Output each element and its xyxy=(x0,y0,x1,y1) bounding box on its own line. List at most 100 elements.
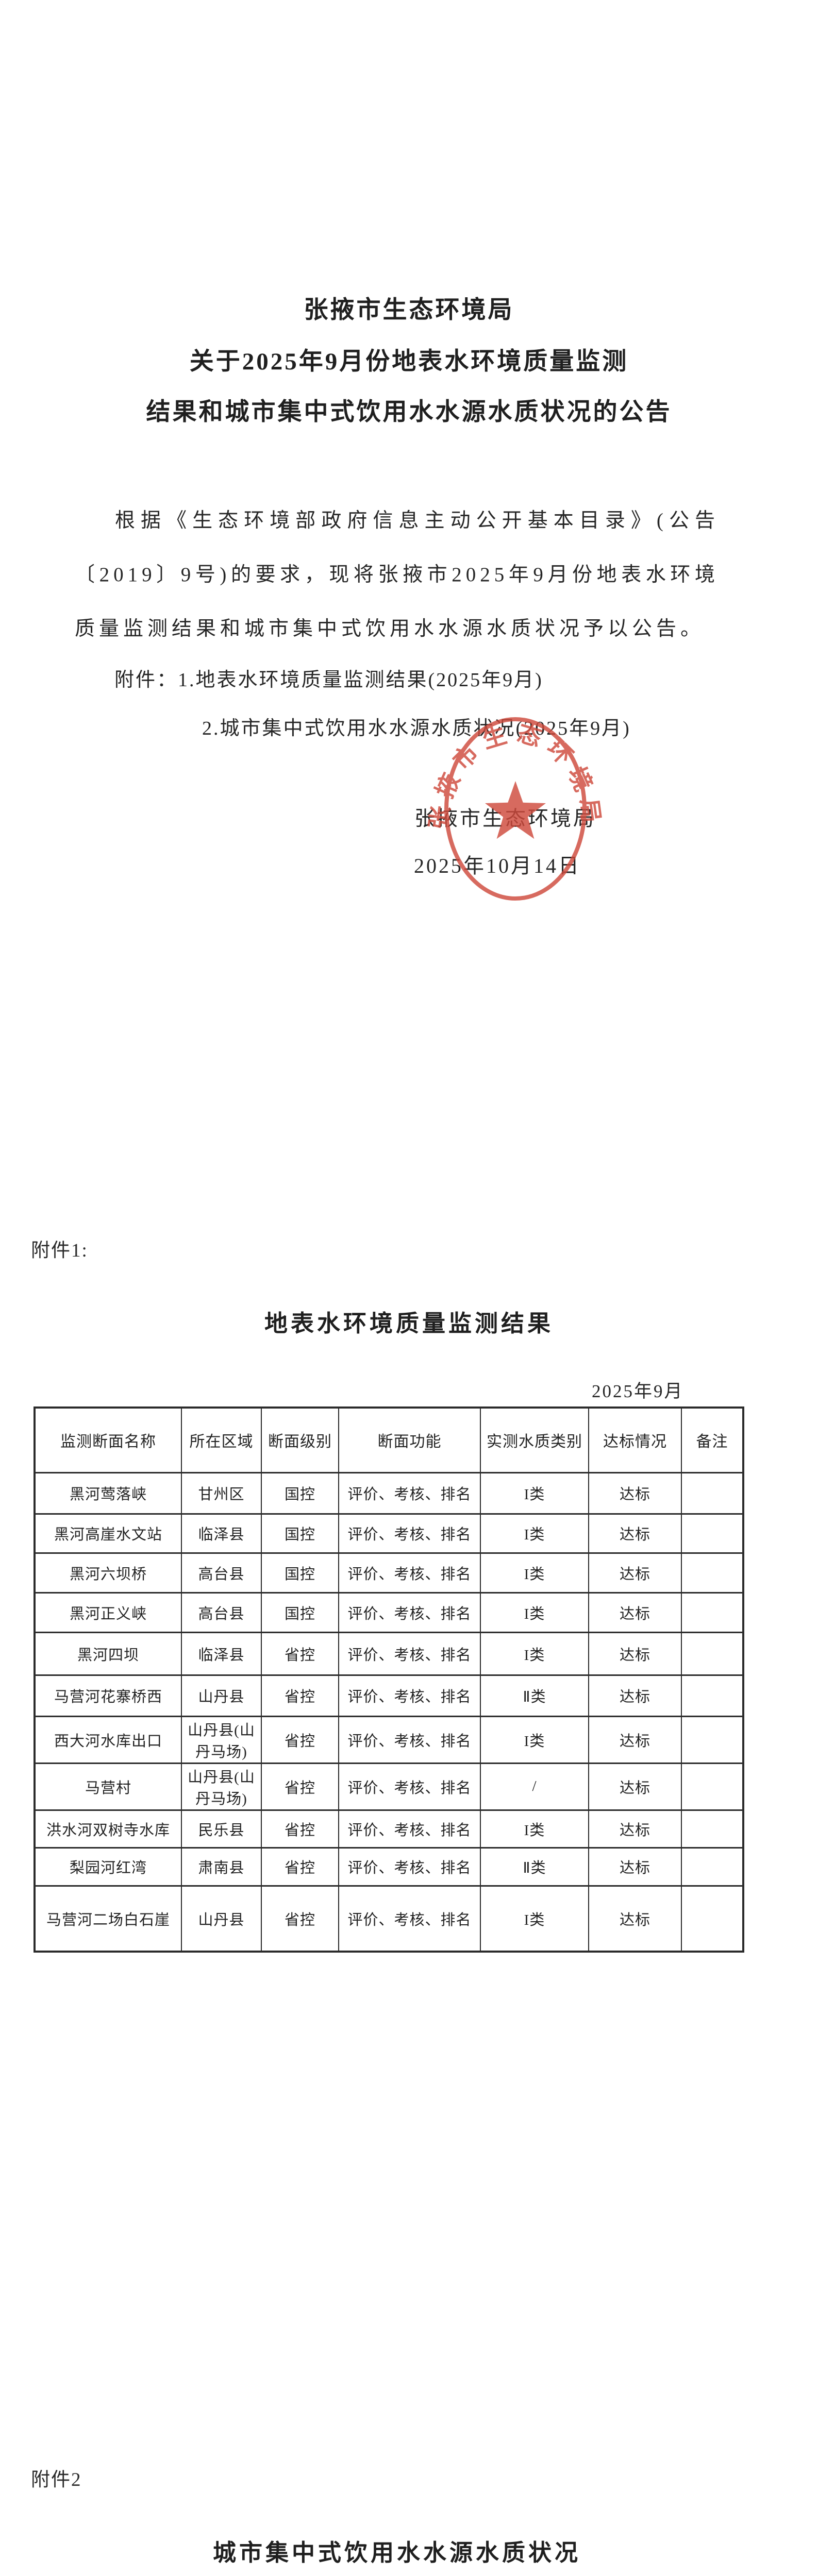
table-cell: 达标 xyxy=(588,1885,681,1952)
table-cell: 达标 xyxy=(588,1631,681,1675)
table-cell: 省控 xyxy=(261,1674,339,1716)
table-cell xyxy=(681,1809,743,1848)
table-cell: 省控 xyxy=(261,1762,339,1810)
table-cell xyxy=(681,1591,743,1632)
table-cell: 国控 xyxy=(261,1513,339,1553)
table-header-cell: 实测水质类别 xyxy=(480,1406,589,1472)
table-row: 黑河莺落峡 甘州区 国控 评价、考核、排名 I类 达标 xyxy=(34,1471,743,1514)
table-cell xyxy=(681,1885,743,1952)
table-cell: 民乐县 xyxy=(181,1809,261,1848)
table-cell xyxy=(681,1513,743,1553)
table-cell: 达标 xyxy=(588,1513,681,1553)
table-header-cell: 备注 xyxy=(681,1406,743,1472)
table-cell: 评价、考核、排名 xyxy=(338,1471,480,1514)
attachment1-label: 附件1: xyxy=(31,1240,88,1261)
table-cell: 达标 xyxy=(588,1591,681,1632)
table-cell: Ⅱ类 xyxy=(480,1846,589,1886)
seal-star xyxy=(485,781,546,839)
table-cell: I类 xyxy=(480,1471,589,1514)
table-cell: 省控 xyxy=(261,1715,339,1763)
table-cell: 评价、考核、排名 xyxy=(338,1631,480,1675)
attachment1-title: 地表水环境质量监测结果 xyxy=(264,1311,554,1336)
table-cell: 马营村 xyxy=(34,1762,181,1810)
table-cell xyxy=(681,1471,743,1514)
attachment2-title: 城市集中式饮用水水源水质状况 xyxy=(212,2540,581,2566)
table-header-row: 监测断面名称 所在区域 断面级别 断面功能 实测水质类别 达标情况 备注 xyxy=(34,1406,743,1472)
table-cell: 山丹县 xyxy=(181,1674,261,1716)
table-cell: 马营河花寨桥西 xyxy=(34,1674,181,1716)
table-cell xyxy=(681,1846,743,1886)
official-seal: 张掖市生态环境局 xyxy=(426,717,598,901)
table-cell: 省控 xyxy=(261,1885,339,1952)
table-cell: 临泽县 xyxy=(181,1631,261,1675)
table-row: 洪水河双树寺水库 民乐县 省控 评价、考核、排名 I类 达标 xyxy=(34,1809,743,1848)
table-cell: 高台县 xyxy=(181,1591,261,1632)
table-header-cell: 断面级别 xyxy=(261,1406,339,1472)
table-row: 梨园河红湾 肃南县 省控 评价、考核、排名 Ⅱ类 达标 xyxy=(34,1846,743,1886)
table-cell: 洪水河双树寺水库 xyxy=(34,1809,181,1848)
table-row: 马营河花寨桥西 山丹县 省控 评价、考核、排名 Ⅱ类 达标 xyxy=(34,1674,743,1716)
table-cell: 评价、考核、排名 xyxy=(338,1674,480,1716)
table-row: 黑河四坝 临泽县 省控 评价、考核、排名 I类 达标 xyxy=(34,1631,743,1675)
attachments-label: 附件： xyxy=(114,669,178,691)
table-cell: / xyxy=(480,1762,589,1810)
table-row: 马营村 山丹县(山丹马场) 省控 评价、考核、排名 / 达标 xyxy=(34,1762,743,1810)
table-cell: I类 xyxy=(480,1809,589,1848)
table-cell: 达标 xyxy=(588,1715,681,1763)
table-cell xyxy=(681,1762,743,1810)
notice-title-line2: 关于2025年9月份地表水环境质量监测 xyxy=(189,348,629,375)
attachment-item-1: 1.地表水环境质量监测结果(2025年9月) xyxy=(178,669,543,691)
table-cell: 山丹县 xyxy=(181,1885,261,1952)
table-cell: 黑河六坝桥 xyxy=(34,1552,181,1592)
table-cell: 评价、考核、排名 xyxy=(338,1552,480,1592)
table-cell: 评价、考核、排名 xyxy=(338,1885,480,1952)
table-cell: 评价、考核、排名 xyxy=(338,1591,480,1632)
table-cell: 马营河二场白石崖 xyxy=(34,1885,181,1952)
table-cell: 省控 xyxy=(261,1846,339,1886)
table-header-cell: 所在区域 xyxy=(181,1406,261,1472)
table-cell: 黑河莺落峡 xyxy=(34,1471,181,1514)
table-cell: 西大河水库出口 xyxy=(34,1715,181,1763)
table-cell xyxy=(681,1631,743,1675)
table-row: 黑河六坝桥 高台县 国控 评价、考核、排名 I类 达标 xyxy=(34,1552,743,1592)
table-cell: Ⅱ类 xyxy=(480,1674,589,1716)
table-row: 西大河水库出口 山丹县(山丹马场) 省控 评价、考核、排名 I类 达标 xyxy=(34,1715,743,1763)
table-cell: 达标 xyxy=(588,1471,681,1514)
table-cell: I类 xyxy=(480,1715,589,1763)
table-cell: I类 xyxy=(480,1631,589,1675)
table-cell: 临泽县 xyxy=(181,1513,261,1553)
table-cell: 达标 xyxy=(588,1762,681,1810)
table-header-cell: 断面功能 xyxy=(338,1406,480,1472)
table-row: 马营河二场白石崖 山丹县 省控 评价、考核、排名 I类 达标 xyxy=(34,1885,743,1952)
table-cell: 高台县 xyxy=(181,1552,261,1592)
attachment2-label: 附件2 xyxy=(31,2469,82,2490)
table-header-cell: 监测断面名称 xyxy=(34,1406,181,1472)
table-cell: 黑河正义峡 xyxy=(34,1591,181,1632)
table-cell: I类 xyxy=(480,1513,589,1553)
table-header-cell: 达标情况 xyxy=(588,1406,681,1472)
table-cell xyxy=(681,1715,743,1763)
table-cell: 达标 xyxy=(588,1809,681,1848)
table-cell: I类 xyxy=(480,1591,589,1632)
table-cell: 梨园河红湾 xyxy=(34,1846,181,1886)
table-cell: 国控 xyxy=(261,1471,339,1514)
table-cell: I类 xyxy=(480,1885,589,1952)
table-cell: 评价、考核、排名 xyxy=(338,1846,480,1886)
table-cell: 评价、考核、排名 xyxy=(338,1513,480,1553)
table-cell: 山丹县(山丹马场) xyxy=(181,1715,261,1763)
table-cell: 评价、考核、排名 xyxy=(338,1809,480,1848)
table-cell: 省控 xyxy=(261,1809,339,1848)
table-cell: 国控 xyxy=(261,1552,339,1592)
table-cell: 肃南县 xyxy=(181,1846,261,1886)
seal-ring xyxy=(444,717,587,901)
table-row: 黑河高崖水文站 临泽县 国控 评价、考核、排名 I类 达标 xyxy=(34,1513,743,1553)
attachment-list-line1: 附件：1.地表水环境质量监测结果(2025年9月) xyxy=(114,664,543,692)
table-cell: 黑河高崖水文站 xyxy=(34,1513,181,1553)
table-cell xyxy=(681,1552,743,1592)
table-cell: 山丹县(山丹马场) xyxy=(181,1762,261,1810)
table-cell: 省控 xyxy=(261,1631,339,1675)
table-cell: 达标 xyxy=(588,1846,681,1886)
table-cell xyxy=(681,1674,743,1716)
notice-title-line1: 张掖市生态环境局 xyxy=(304,297,514,324)
table-cell: 评价、考核、排名 xyxy=(338,1762,480,1810)
